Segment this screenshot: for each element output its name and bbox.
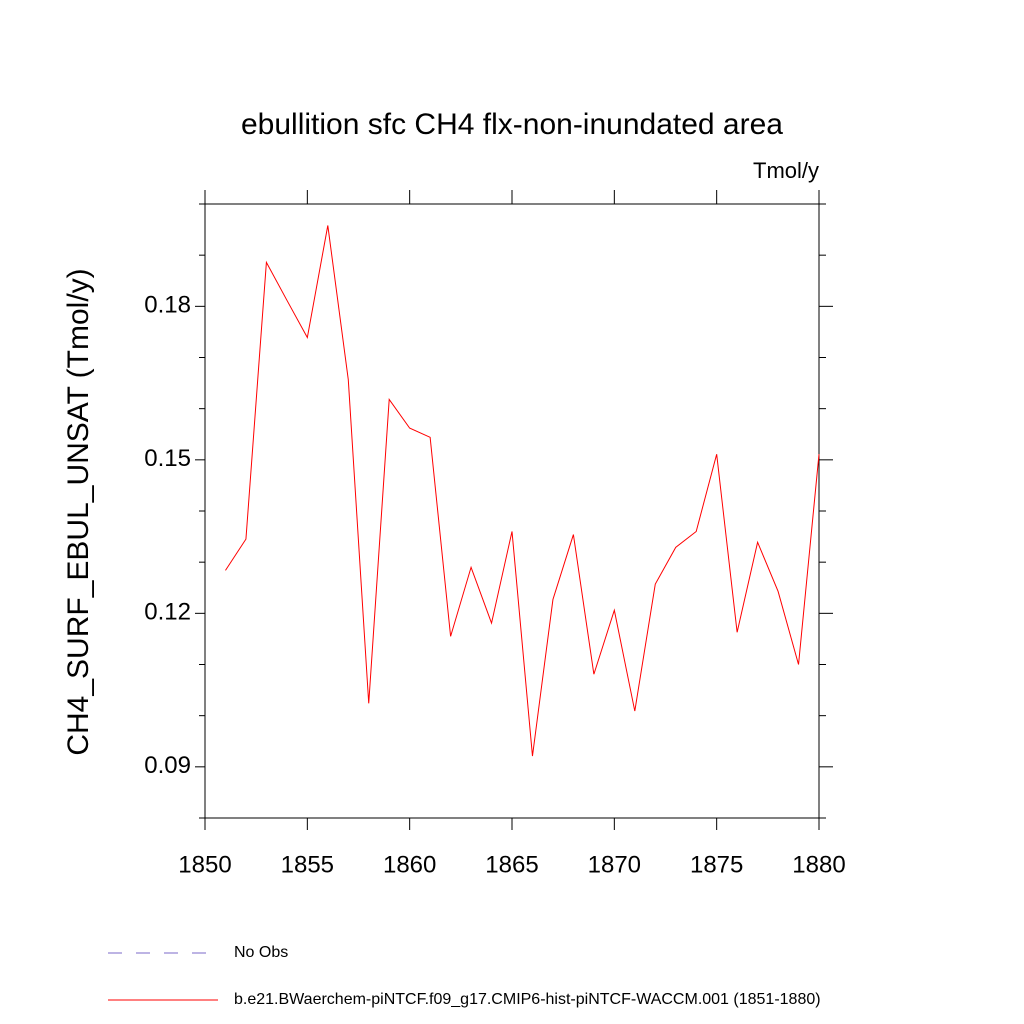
plot-frame [204,203,820,819]
x-tick-label: 1875 [690,851,743,878]
x-tick-label: 1850 [178,851,231,878]
y-tick-label: 0.09 [144,752,191,779]
data-line [225,225,820,757]
legend-label: No Obs [234,944,288,961]
x-tick-label: 1865 [485,851,538,878]
y-tick-label: 0.15 [144,445,191,472]
x-tick-label: 1870 [588,851,641,878]
x-tick-label: 1880 [792,851,845,878]
y-tick-label: 0.18 [144,292,191,319]
units-label: Tmol/y [753,158,819,183]
x-tick-label: 1855 [281,851,334,878]
x-tick-label: 1860 [383,851,436,878]
legend-label: b.e21.BWaerchem-piNTCF.f09_g17.CMIP6-his… [234,991,821,1008]
chart-title: ebullition sfc CH4 flx-non-inundated are… [241,108,783,141]
y-tick-label: 0.12 [144,599,191,626]
y-axis-label: CH4_SURF_EBUL_UNSAT (Tmol/y) [62,268,95,755]
